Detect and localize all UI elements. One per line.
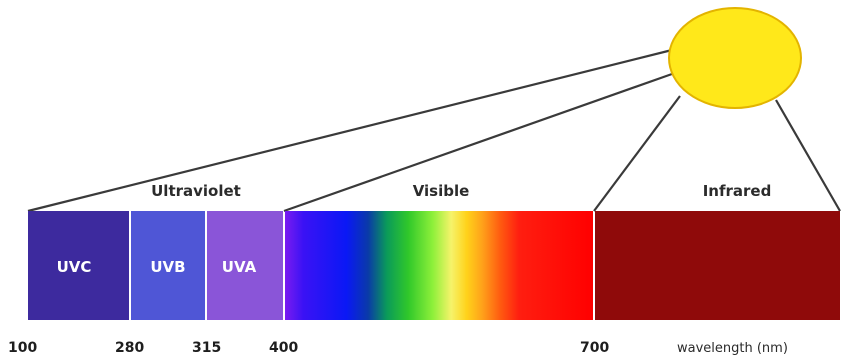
region-label-ultraviolet: Ultraviolet bbox=[151, 182, 241, 200]
ray-visible-right bbox=[593, 95, 681, 212]
band-label-uva: UVA bbox=[222, 258, 257, 276]
tick-label-280: 280 bbox=[115, 340, 144, 356]
band-label-uvb: UVB bbox=[150, 258, 185, 276]
ray-ultraviolet-left bbox=[27, 48, 673, 213]
band-visible bbox=[285, 211, 593, 320]
axis-unit-label: wavelength (nm) bbox=[677, 341, 788, 356]
tick-label-100: 100 bbox=[8, 340, 37, 356]
band-label-uvc: UVC bbox=[57, 258, 92, 276]
spectrum-bar bbox=[28, 211, 840, 320]
band-infrared bbox=[595, 211, 840, 320]
band-uva bbox=[207, 211, 283, 320]
region-label-visible: Visible bbox=[413, 182, 470, 200]
region-label-infrared: Infrared bbox=[703, 182, 772, 200]
band-uvb bbox=[131, 211, 205, 320]
band-uvc bbox=[28, 211, 129, 320]
tick-label-400: 400 bbox=[269, 340, 298, 356]
tick-label-700: 700 bbox=[580, 340, 609, 356]
tick-label-315: 315 bbox=[192, 340, 221, 356]
ray-infrared-right bbox=[775, 99, 841, 212]
ray-visible-left bbox=[283, 72, 673, 213]
sun-icon bbox=[668, 7, 802, 109]
